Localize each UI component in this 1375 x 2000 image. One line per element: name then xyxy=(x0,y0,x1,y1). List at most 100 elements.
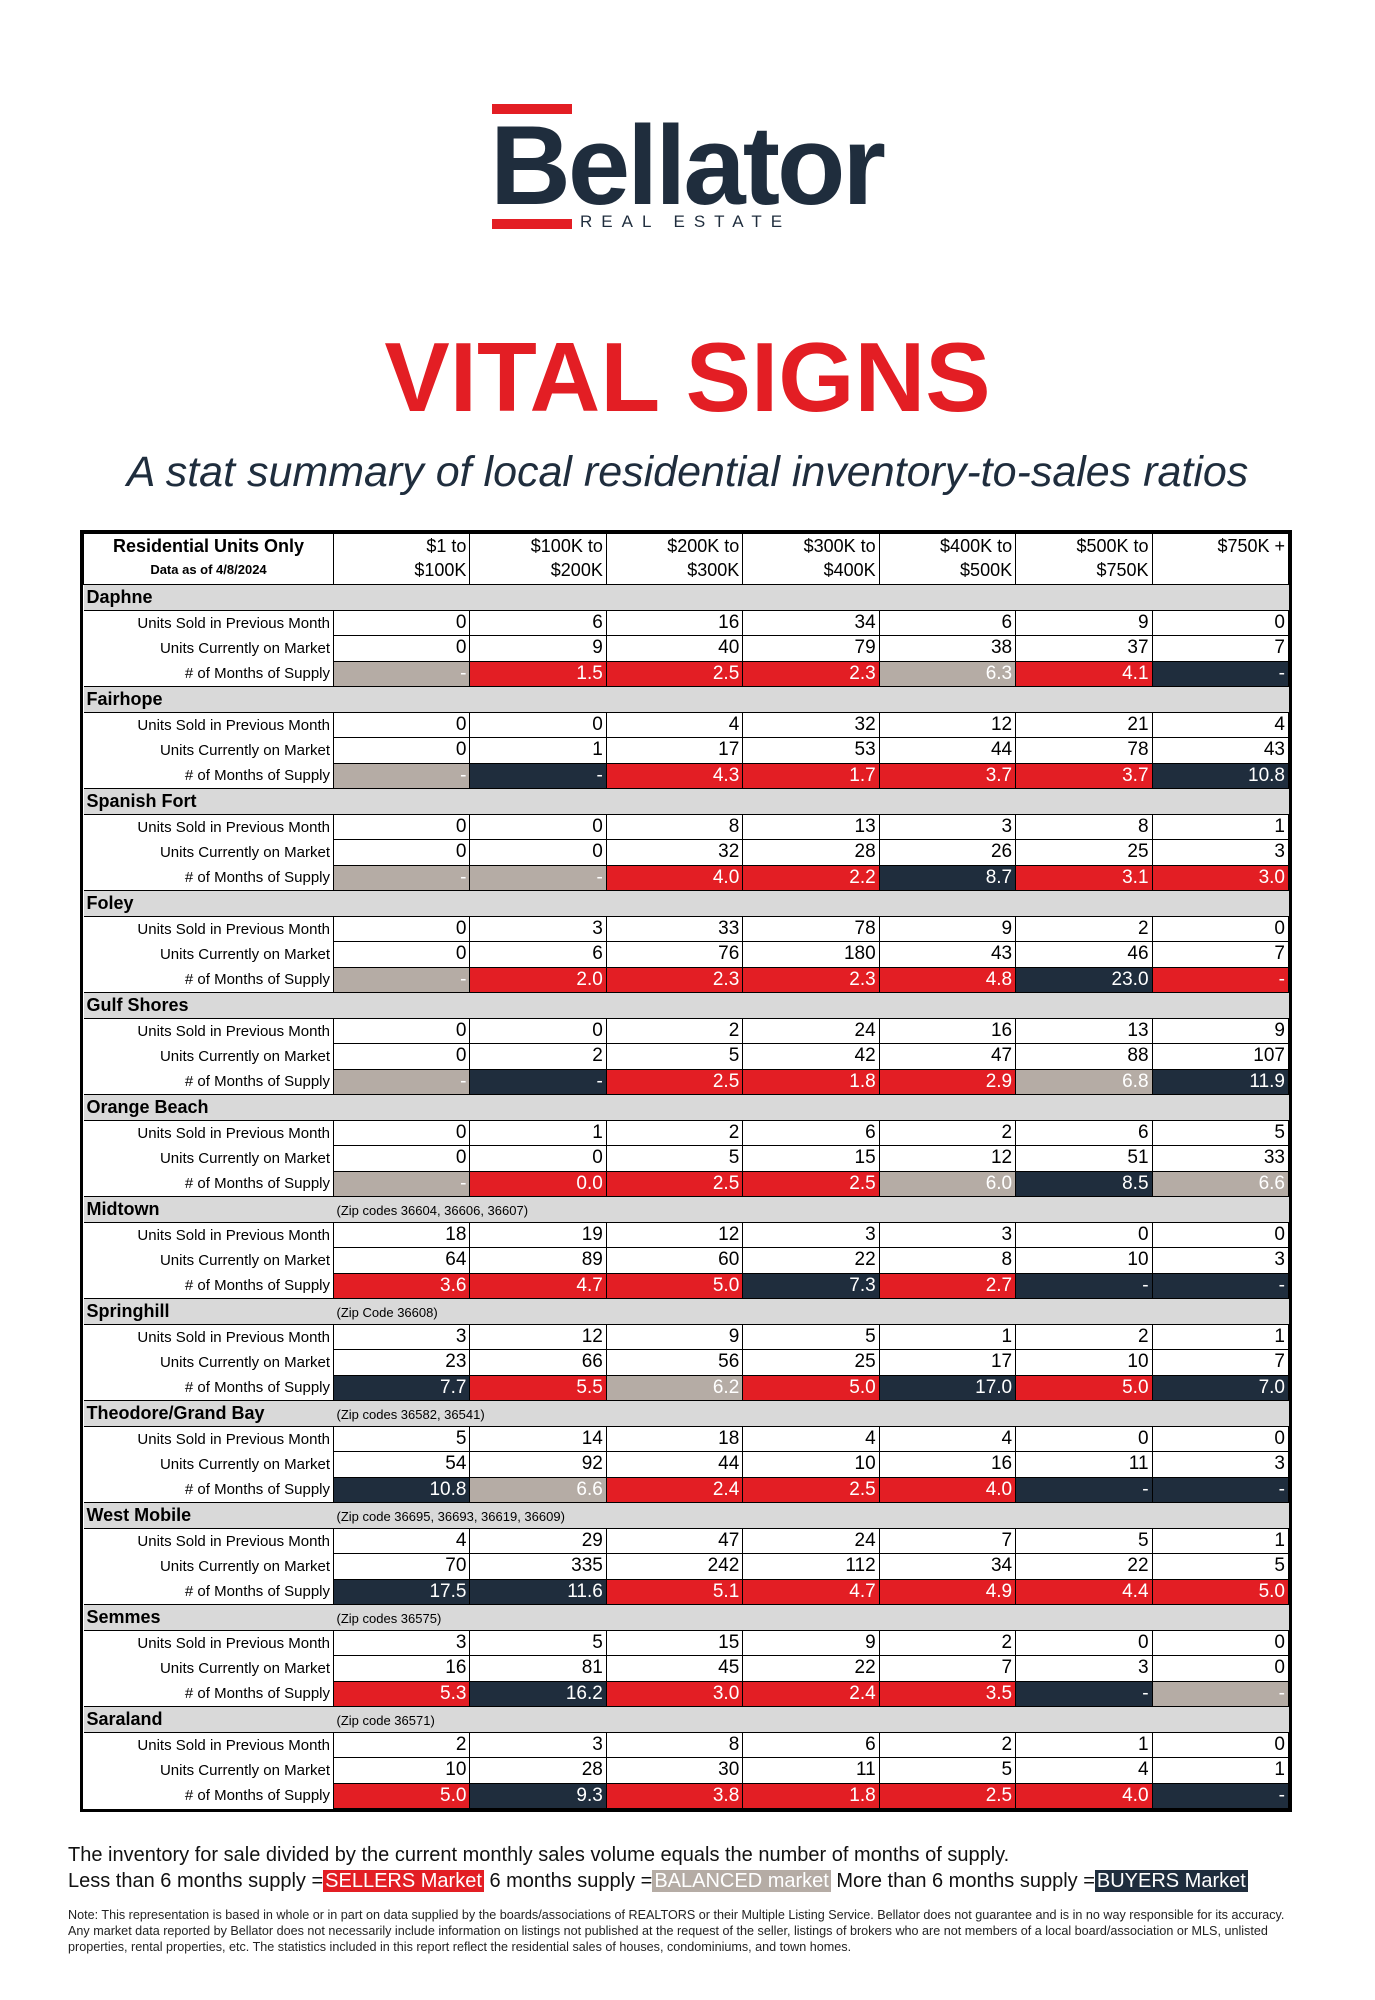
value-cell: 34 xyxy=(742,609,880,636)
column-header-line: $1 to xyxy=(426,536,467,556)
value-cell: 10 xyxy=(1015,1349,1153,1376)
data-row: Units Currently on Market 54 92 44 10 16 11 3 xyxy=(83,1451,1290,1478)
data-row: Units Sold in Previous Month 4 29 47 24 7 5 1 xyxy=(83,1527,1290,1554)
column-header-line: $400K xyxy=(823,560,876,580)
supply-cell: 17.0 xyxy=(878,1374,1017,1401)
supply-cell: 0.0 xyxy=(469,1170,607,1197)
value-cell: 0 xyxy=(332,1119,471,1146)
supply-cell: 2.9 xyxy=(878,1068,1017,1095)
supply-cell: 10.8 xyxy=(1151,762,1290,789)
value-cell: 0 xyxy=(332,915,471,942)
supply-cell: 6.0 xyxy=(878,1170,1017,1197)
supply-cell: 6.6 xyxy=(469,1476,607,1503)
data-row: Units Sold in Previous Month 0 0 2 24 16 13 9 xyxy=(83,1017,1290,1044)
value-cell: 180 xyxy=(742,941,880,968)
supply-cell: - xyxy=(332,660,471,687)
section-name: Midtown xyxy=(83,1196,334,1223)
column-header-line: $200K to xyxy=(667,536,740,556)
value-cell: 2 xyxy=(605,1119,744,1146)
column-header: $100K to $200K xyxy=(469,533,607,585)
supply-cell: 1.8 xyxy=(742,1068,880,1095)
row-label: # of Months of Supply xyxy=(83,865,334,891)
value-cell: 22 xyxy=(742,1655,880,1682)
value-cell: 9 xyxy=(1015,609,1153,636)
value-cell: 3 xyxy=(1015,1655,1153,1682)
value-cell: 45 xyxy=(605,1655,744,1682)
value-cell: 1 xyxy=(1015,1731,1153,1758)
value-cell: 34 xyxy=(878,1553,1017,1580)
value-cell: 0 xyxy=(1015,1629,1153,1656)
column-header-line: $400K to xyxy=(940,536,1013,556)
value-cell: 0 xyxy=(469,711,607,738)
value-cell: 17 xyxy=(605,737,744,764)
value-cell: 18 xyxy=(332,1221,471,1248)
section-row: Gulf Shores xyxy=(83,992,1289,1019)
zip-note: (Zip code 36571) xyxy=(336,1712,435,1728)
data-row: Units Currently on Market 0 6 76 180 43 46 7 xyxy=(83,941,1290,968)
value-cell: 5 xyxy=(605,1145,744,1172)
section-name: Saraland xyxy=(83,1706,334,1733)
data-row: Units Currently on Market 16 81 45 22 7 3 0 xyxy=(83,1655,1290,1682)
subtitle: A stat summary of local residential inve… xyxy=(126,448,1249,496)
supply-cell: 9.3 xyxy=(469,1782,607,1809)
header-row: Residential Units Only Data as of 4/8/202… xyxy=(83,533,1290,585)
supply-cell: 11.6 xyxy=(469,1578,607,1605)
value-cell: 8 xyxy=(605,813,744,840)
value-cell: 112 xyxy=(742,1553,880,1580)
zip-note: (Zip Code 36608) xyxy=(336,1304,438,1320)
value-cell: 24 xyxy=(742,1017,880,1044)
data-row: Units Currently on Market 10 28 30 11 5 4 1 xyxy=(83,1757,1290,1784)
supply-cell: 7.7 xyxy=(332,1374,471,1401)
section-name: Springhill xyxy=(83,1298,334,1325)
supply-cell: 4.0 xyxy=(878,1476,1017,1503)
value-cell: 7 xyxy=(1151,1349,1290,1376)
section-name: Foley xyxy=(83,890,334,917)
value-cell: 0 xyxy=(1015,1425,1153,1452)
column-header: $300K to $400K xyxy=(742,533,880,585)
logo-bar xyxy=(492,219,572,229)
supply-cell: - xyxy=(1151,1476,1290,1503)
supply-cell: 3.0 xyxy=(605,1680,744,1707)
row-label: Units Currently on Market xyxy=(83,1145,334,1171)
note: Note: This representation is based in wh… xyxy=(68,1908,1285,1954)
supply-cell: 5.0 xyxy=(605,1272,744,1299)
row-label: # of Months of Supply xyxy=(83,1375,334,1401)
value-cell: 5 xyxy=(742,1323,880,1350)
value-cell: 7 xyxy=(878,1527,1017,1554)
row-label: Units Sold in Previous Month xyxy=(83,1222,334,1248)
data-row: Units Sold in Previous Month 0 0 4 32 12 21 4 xyxy=(83,711,1290,738)
section-note: (Zip code 36695, 36693, 36619, 36609) xyxy=(333,1502,1289,1529)
row-label: Units Currently on Market xyxy=(83,1655,334,1681)
supply-cell: - xyxy=(1015,1272,1153,1299)
value-cell: 47 xyxy=(878,1043,1017,1070)
value-cell: 3 xyxy=(332,1629,471,1656)
value-cell: 0 xyxy=(1151,1629,1290,1656)
supply-cell: - xyxy=(1151,1272,1290,1299)
value-cell: 3 xyxy=(878,1221,1017,1248)
row-label: Units Currently on Market xyxy=(83,1247,334,1273)
value-cell: 9 xyxy=(1151,1017,1290,1044)
value-cell: 335 xyxy=(469,1553,607,1580)
supply-cell: 2.3 xyxy=(742,966,880,993)
legend-text: More than 6 months supply = xyxy=(836,1870,1095,1892)
value-cell: 2 xyxy=(1015,1323,1153,1350)
row-label: # of Months of Supply xyxy=(83,1579,334,1605)
data-row: # of Months of Supply 3.6 4.7 5.0 7.3 2.7- - xyxy=(83,1272,1290,1299)
data-row: Units Currently on Market 64 89 60 22 8 10 3 xyxy=(83,1247,1290,1274)
supply-cell: 1.5 xyxy=(469,660,607,687)
value-cell: 17 xyxy=(878,1349,1017,1376)
value-cell: 6 xyxy=(1015,1119,1153,1146)
column-header-line: $750K + xyxy=(1217,536,1285,556)
value-cell: 3 xyxy=(1151,1247,1290,1274)
value-cell: 78 xyxy=(1015,737,1153,764)
value-cell: 3 xyxy=(1151,1451,1290,1478)
section-name: Fairhope xyxy=(83,686,334,713)
value-cell: 0 xyxy=(332,839,471,866)
supply-cell: 7.0 xyxy=(1151,1374,1290,1401)
value-cell: 6 xyxy=(742,1731,880,1758)
row-label: Units Currently on Market xyxy=(83,1757,334,1783)
title: VITAL SIGNS xyxy=(384,322,991,432)
supply-cell: 8.5 xyxy=(1015,1170,1153,1197)
supply-cell: 2.0 xyxy=(469,966,607,993)
data-row: # of Months of Supply -1.5 2.5 2.3 6.3 4.1- xyxy=(83,660,1290,687)
